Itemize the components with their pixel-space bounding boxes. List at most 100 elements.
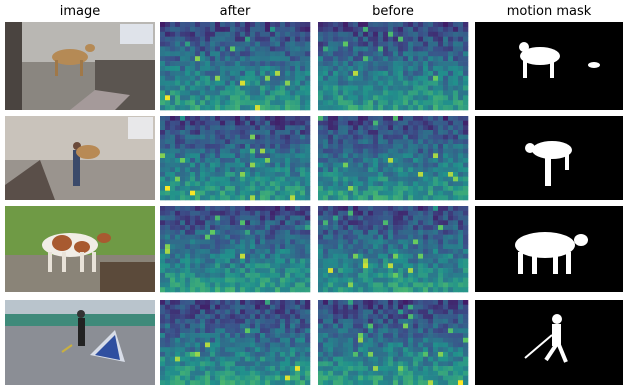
heat-cell bbox=[398, 239, 403, 244]
heat-cell bbox=[383, 361, 388, 366]
heat-cell bbox=[215, 51, 220, 56]
heat-cell bbox=[323, 27, 328, 32]
heat-cell bbox=[338, 95, 343, 100]
heat-cell bbox=[275, 305, 280, 310]
heat-cell bbox=[388, 333, 393, 338]
heat-cell bbox=[190, 287, 195, 292]
heat-cell bbox=[423, 46, 428, 51]
heat-cell bbox=[305, 333, 310, 338]
heat-cell bbox=[215, 225, 220, 230]
heat-cell bbox=[170, 282, 175, 287]
heat-cell bbox=[210, 100, 215, 105]
heat-cell bbox=[448, 116, 453, 121]
heat-cell bbox=[230, 149, 235, 154]
heat-cell bbox=[200, 220, 205, 225]
heat-cell bbox=[458, 352, 463, 357]
heat-cell bbox=[423, 371, 428, 376]
heat-cell bbox=[368, 42, 373, 47]
heat-cell bbox=[338, 61, 343, 66]
heat-cell bbox=[250, 380, 255, 385]
heat-cell bbox=[463, 135, 468, 140]
heat-cell bbox=[338, 172, 343, 177]
heat-cell bbox=[433, 376, 438, 381]
heat-cell bbox=[280, 76, 285, 81]
heat-cell bbox=[358, 167, 363, 172]
heat-cell bbox=[215, 211, 220, 216]
heat-cell bbox=[418, 357, 423, 362]
heat-cell bbox=[275, 216, 280, 221]
heat-cell bbox=[255, 220, 260, 225]
heat-cell bbox=[285, 376, 290, 381]
heat-cell bbox=[280, 56, 285, 61]
heat-cell bbox=[348, 177, 353, 182]
heat-cell bbox=[408, 149, 413, 154]
heat-cell bbox=[160, 347, 165, 352]
heat-cell bbox=[285, 153, 290, 158]
heat-cell bbox=[280, 153, 285, 158]
heat-cell bbox=[195, 216, 200, 221]
heat-cell bbox=[215, 66, 220, 71]
heat-cell bbox=[255, 95, 260, 100]
heat-cell bbox=[255, 172, 260, 177]
heat-cell bbox=[423, 268, 428, 273]
heat-cell bbox=[220, 244, 225, 249]
heat-cell bbox=[368, 130, 373, 135]
heat-cell bbox=[388, 361, 393, 366]
heat-cell bbox=[230, 181, 235, 186]
heat-cell bbox=[328, 42, 333, 47]
heat-cell bbox=[225, 135, 230, 140]
heat-cell bbox=[170, 244, 175, 249]
heat-cell bbox=[265, 254, 270, 259]
heat-cell bbox=[373, 105, 378, 110]
heat-cell bbox=[175, 259, 180, 264]
heat-cell bbox=[458, 254, 463, 259]
heat-cell bbox=[295, 361, 300, 366]
heat-cell bbox=[165, 273, 170, 278]
heat-cell bbox=[373, 66, 378, 71]
heat-cell bbox=[265, 282, 270, 287]
heat-cell bbox=[393, 95, 398, 100]
heat-cell bbox=[463, 105, 468, 110]
heat-cell bbox=[438, 46, 443, 51]
heat-cell bbox=[328, 105, 333, 110]
heat-cell bbox=[423, 56, 428, 61]
heat-cell bbox=[413, 46, 418, 51]
heat-cell bbox=[358, 216, 363, 221]
heat-cell bbox=[230, 380, 235, 385]
heat-cell bbox=[393, 305, 398, 310]
heat-cell bbox=[165, 66, 170, 71]
heat-cell bbox=[333, 153, 338, 158]
heat-cell bbox=[348, 121, 353, 126]
heat-cell bbox=[438, 167, 443, 172]
heat-cell bbox=[195, 191, 200, 196]
heat-cell bbox=[170, 76, 175, 81]
heat-cell bbox=[423, 61, 428, 66]
heat-cell bbox=[418, 282, 423, 287]
heat-cell bbox=[250, 278, 255, 283]
heat-cell bbox=[255, 347, 260, 352]
heat-cell bbox=[290, 181, 295, 186]
heat-cell bbox=[280, 27, 285, 32]
heat-cell bbox=[210, 263, 215, 268]
heat-cell bbox=[323, 56, 328, 61]
heat-cell bbox=[433, 56, 438, 61]
heat-cell bbox=[413, 100, 418, 105]
heat-cell bbox=[170, 273, 175, 278]
heat-cell bbox=[240, 76, 245, 81]
heat-cell bbox=[240, 61, 245, 66]
heat-cell bbox=[423, 139, 428, 144]
heat-cell bbox=[215, 278, 220, 283]
heat-cell bbox=[428, 66, 433, 71]
heat-cell bbox=[290, 90, 295, 95]
heat-cell bbox=[170, 71, 175, 76]
heat-cell bbox=[418, 191, 423, 196]
heat-cell bbox=[383, 300, 388, 305]
heat-cell bbox=[438, 51, 443, 56]
heat-cell bbox=[285, 338, 290, 343]
heat-cell bbox=[463, 195, 468, 200]
heat-cell bbox=[220, 32, 225, 37]
heat-cell bbox=[418, 314, 423, 319]
heat-cell bbox=[250, 90, 255, 95]
heat-cell bbox=[180, 244, 185, 249]
heat-cell bbox=[205, 220, 210, 225]
